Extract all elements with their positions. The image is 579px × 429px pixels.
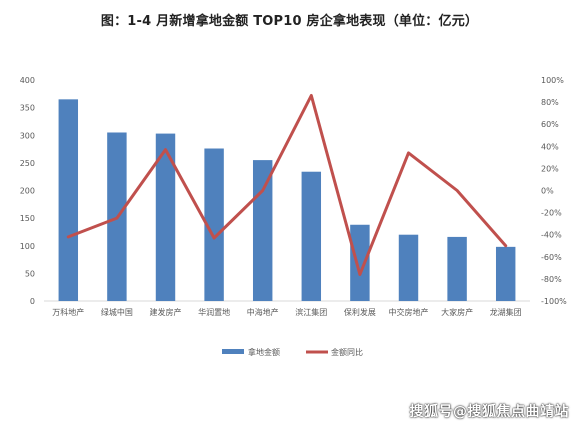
bar xyxy=(252,160,273,301)
legend-swatch-bars xyxy=(222,349,244,354)
y-right-tick-label: -100% xyxy=(541,297,567,306)
y-right-tick-label: -40% xyxy=(541,231,562,240)
y-right-tick-label: -80% xyxy=(541,275,562,284)
y-left-tick-label: 350 xyxy=(20,104,35,113)
y-right-tick-label: 60% xyxy=(541,120,559,129)
y-right-tick-label: 80% xyxy=(541,98,559,107)
x-tick-label: 万科地产 xyxy=(52,307,84,317)
x-tick-label: 龙湖集团 xyxy=(490,307,522,317)
y-left-tick-label: 150 xyxy=(20,214,35,223)
y-right-tick-label: 40% xyxy=(541,142,559,151)
line-path xyxy=(66,94,508,276)
legend-label-line: 金额同比 xyxy=(331,347,363,357)
y-left-tick-label: 400 xyxy=(20,76,35,85)
x-axis-labels: 万科地产 绿城中国 建发房产 华润置地 中海地产 滨江集团 保利发展 中交房地产 大家房产 龙湖集… xyxy=(52,307,521,317)
bar xyxy=(350,224,370,301)
y-left-tick-label: 50 xyxy=(25,269,35,278)
x-tick-label: 大家房产 xyxy=(441,307,473,317)
y-right-tick-label: 100% xyxy=(541,76,564,85)
watermark: 搜狐号@搜狐焦点曲靖站 xyxy=(409,404,569,420)
chart-title: 图：1-4 月新增拿地金额 TOP10 房企拿地表现（单位：亿元） xyxy=(100,14,479,29)
y-left-tick-label: 250 xyxy=(20,159,35,168)
x-tick-label: 华润置地 xyxy=(198,307,230,317)
axes: 0 50 100 150 200 250 300 350 400 -100% -80% -60% -40… xyxy=(20,76,567,306)
bar xyxy=(204,148,224,301)
y-left-tick-label: 0 xyxy=(30,297,35,306)
y-left-tick-label: 200 xyxy=(20,187,35,196)
x-tick-label: 绿城中国 xyxy=(101,307,133,317)
bar xyxy=(58,99,79,302)
line-series xyxy=(66,94,508,276)
legend-label-bars: 拿地金额 xyxy=(248,347,280,357)
y-right-tick-label: -20% xyxy=(541,209,562,218)
x-tick-label: 中海地产 xyxy=(247,307,279,317)
y-left-tick-label: 100 xyxy=(20,242,35,251)
bar xyxy=(495,246,516,301)
legend: 拿地金额 金额同比 xyxy=(222,347,363,357)
y-right-tick-label: 0% xyxy=(541,187,554,196)
bar xyxy=(155,133,176,301)
y-left-tick-label: 300 xyxy=(20,131,35,140)
bar xyxy=(398,234,419,301)
bar xyxy=(447,236,467,301)
x-tick-label: 保利发展 xyxy=(344,307,376,317)
x-tick-label: 滨江集团 xyxy=(295,307,327,317)
y-right-tick-label: -60% xyxy=(541,253,562,262)
y-right-tick-label: 20% xyxy=(541,164,559,173)
bar-series xyxy=(58,99,516,302)
bar xyxy=(301,171,322,301)
x-tick-label: 中交房地产 xyxy=(389,307,429,317)
x-tick-label: 建发房产 xyxy=(150,307,182,317)
